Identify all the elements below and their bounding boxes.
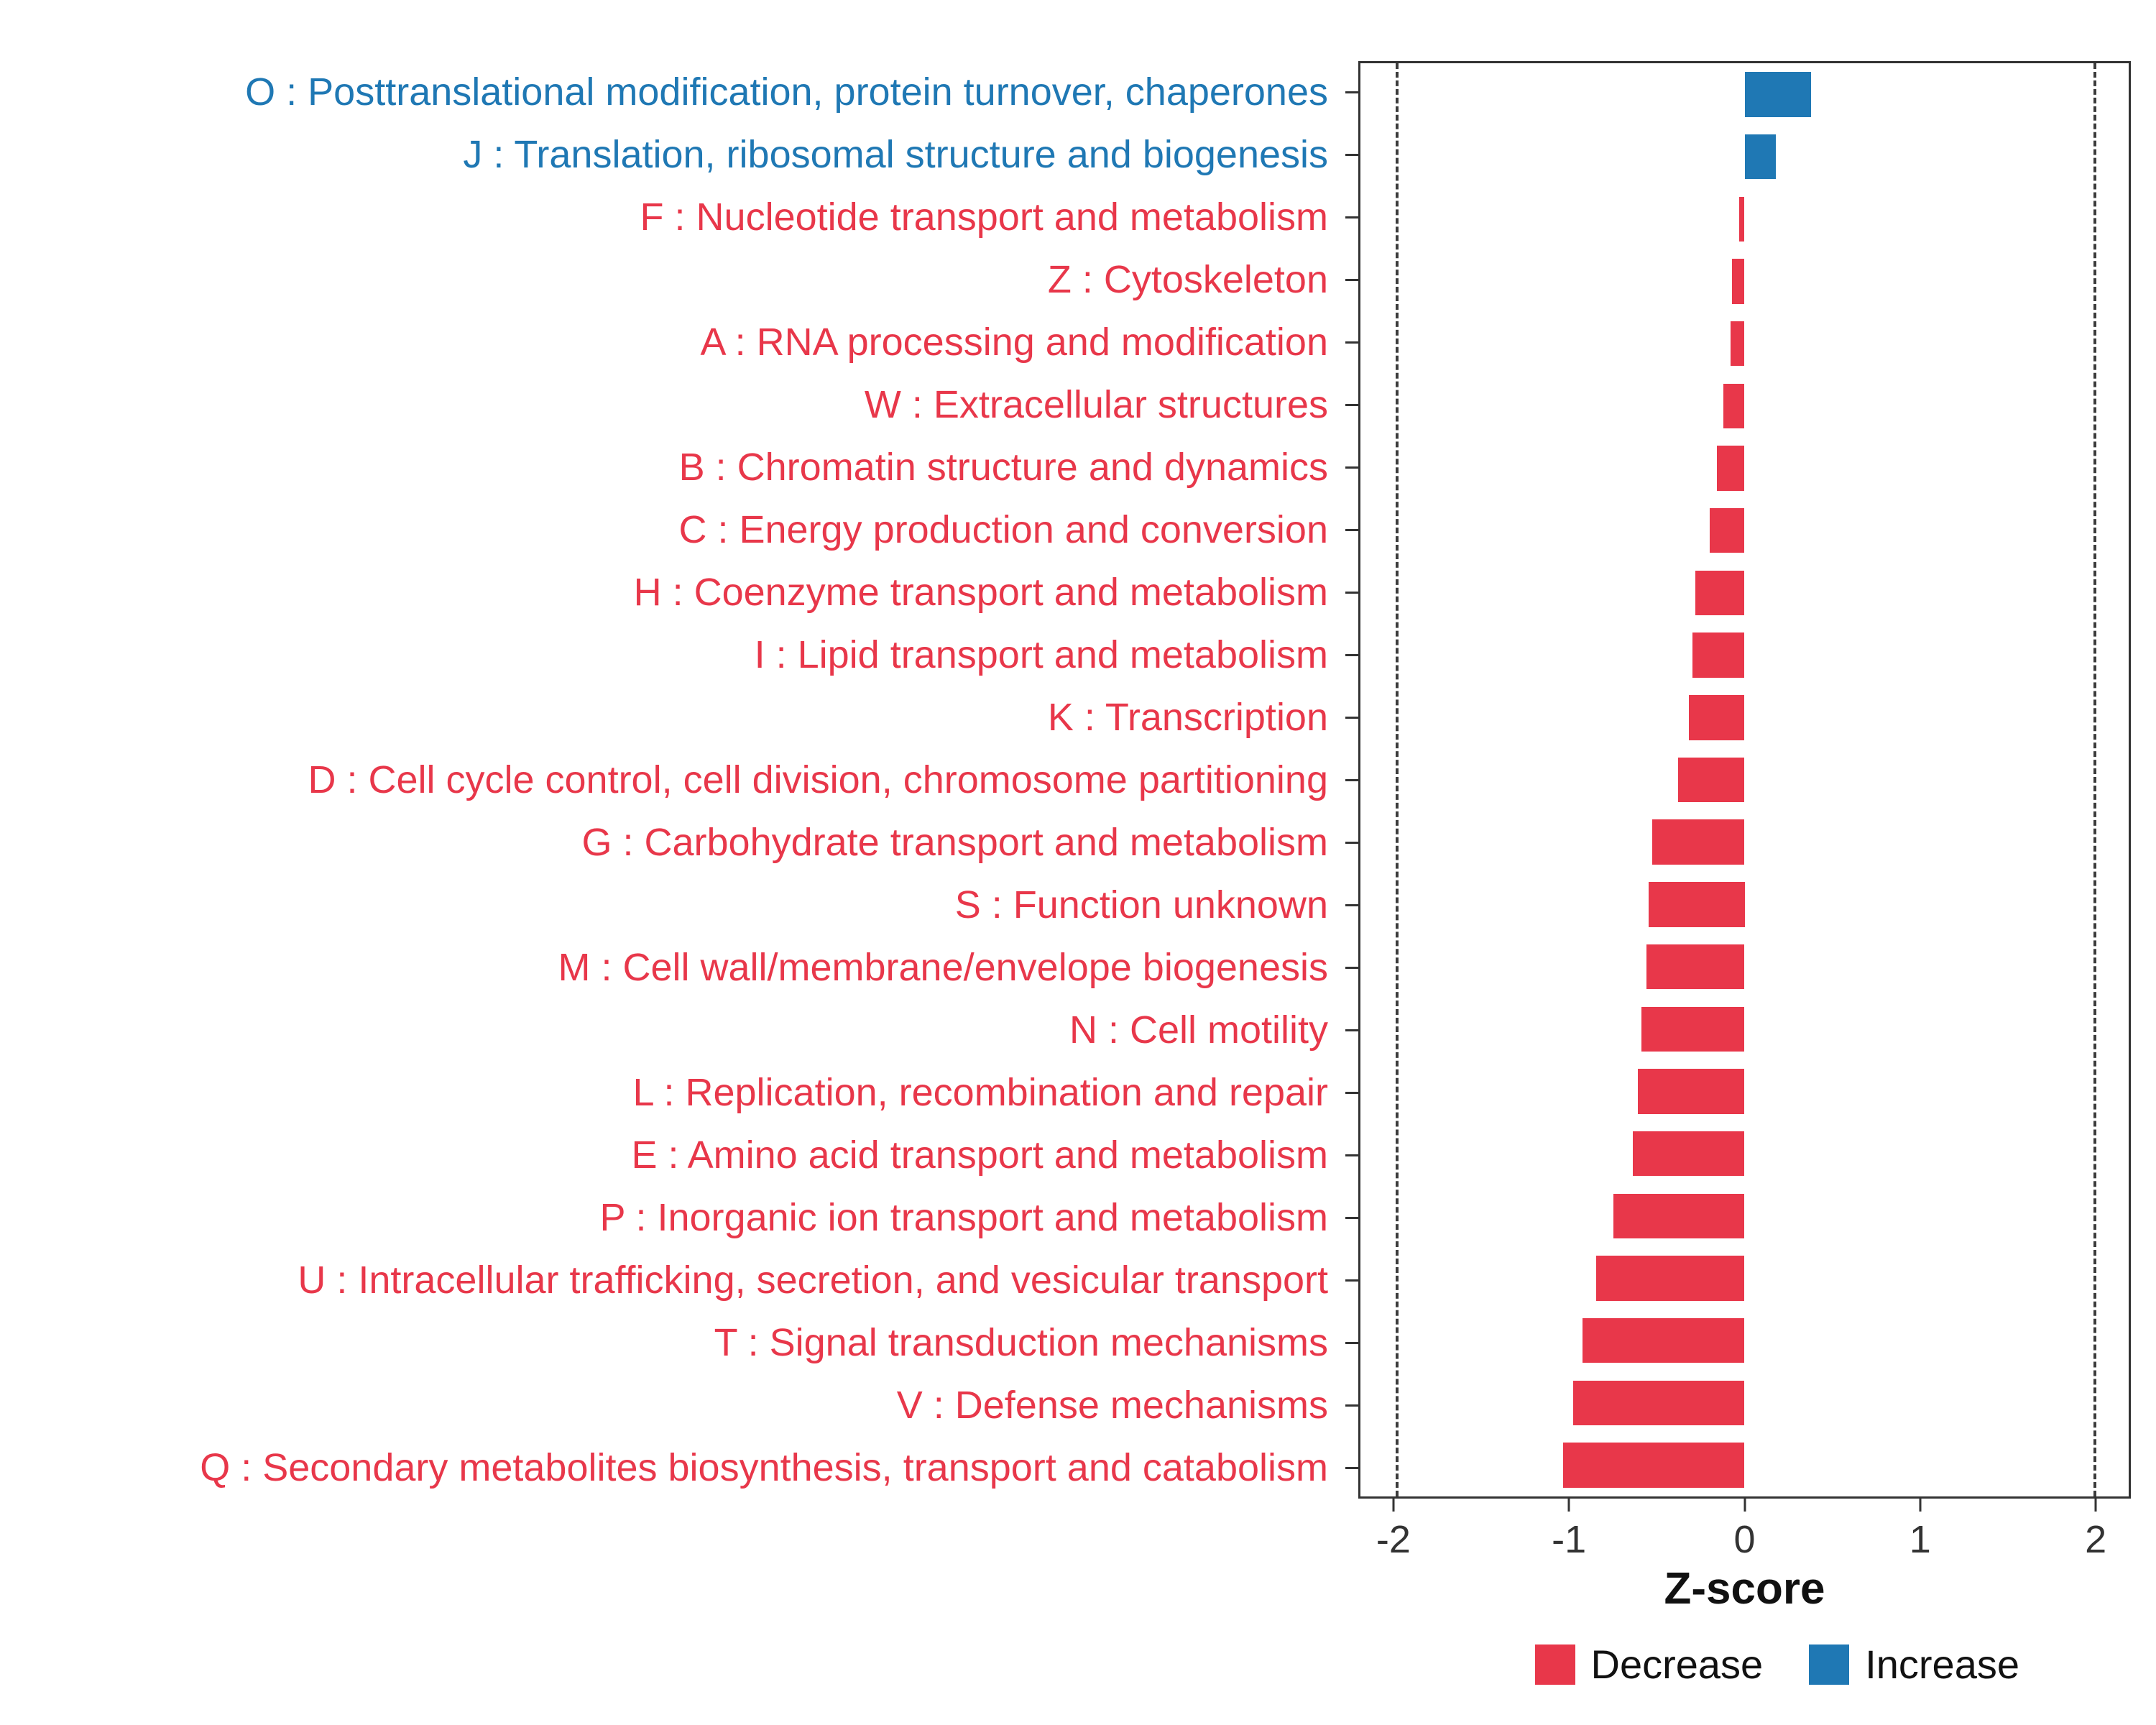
- legend-item-increase: Increase: [1809, 1644, 2019, 1685]
- category-label: V : Defense mechanisms: [896, 1383, 1328, 1427]
- y-axis-category-labels: O : Posttranslational modification, prot…: [7, 61, 1338, 1499]
- y-tick-mark: [1345, 779, 1358, 781]
- y-tick-mark: [1345, 903, 1358, 906]
- category-label: N : Cell motility: [1069, 1008, 1328, 1052]
- y-tick-mark: [1345, 592, 1358, 594]
- category-label: O : Posttranslational modification, prot…: [245, 70, 1328, 114]
- y-tick-mark: [1345, 466, 1358, 469]
- y-tick-mark: [1345, 1216, 1358, 1219]
- plot-panel: [1358, 61, 2131, 1499]
- category-label: F : Nucleotide transport and metabolism: [640, 196, 1328, 239]
- bar: [1744, 72, 1811, 117]
- bar: [1678, 757, 1745, 803]
- category-label: U : Intracellular trafficking, secretion…: [298, 1258, 1328, 1302]
- x-tick-mark: [1567, 1499, 1570, 1512]
- y-tick-mark: [1345, 341, 1358, 344]
- category-label: Q : Secondary metabolites biosynthesis, …: [200, 1445, 1328, 1489]
- legend-swatch-decrease: [1534, 1644, 1575, 1685]
- y-tick-mark: [1345, 1091, 1358, 1094]
- y-tick-mark: [1345, 1341, 1358, 1344]
- x-tick-mark: [1919, 1499, 1922, 1512]
- bar: [1709, 508, 1745, 553]
- reference-line: [2093, 63, 2097, 1496]
- bar: [1731, 321, 1745, 367]
- y-tick-mark: [1345, 841, 1358, 844]
- y-tick-mark: [1345, 966, 1358, 969]
- category-label: S : Function unknown: [954, 883, 1328, 926]
- bar: [1739, 196, 1745, 242]
- legend-swatch-increase: [1809, 1644, 1850, 1685]
- category-label: B : Chromatin structure and dynamics: [678, 446, 1328, 489]
- y-tick-mark: [1345, 1466, 1358, 1469]
- category-label: Z : Cytoskeleton: [1047, 258, 1328, 302]
- y-tick-mark: [1345, 1029, 1358, 1031]
- category-label: G : Carbohydrate transport and metabolis…: [581, 820, 1329, 864]
- y-tick-mark: [1345, 1154, 1358, 1156]
- x-tick-label: 1: [1909, 1518, 1931, 1561]
- category-label: K : Transcription: [1047, 696, 1328, 740]
- bar: [1582, 1318, 1745, 1363]
- x-tick-mark: [2094, 1499, 2097, 1512]
- bar: [1723, 383, 1745, 429]
- bar: [1638, 1069, 1745, 1114]
- category-label: D : Cell cycle control, cell division, c…: [308, 758, 1328, 801]
- category-label: E : Amino acid transport and metabolism: [631, 1133, 1328, 1177]
- x-tick-mark: [1392, 1499, 1395, 1512]
- category-label: C : Energy production and conversion: [678, 508, 1328, 552]
- category-label: M : Cell wall/membrane/envelope biogenes…: [558, 945, 1328, 989]
- bar: [1692, 632, 1745, 678]
- bar: [1613, 1193, 1745, 1239]
- x-tick-label: -2: [1376, 1518, 1411, 1561]
- bar: [1744, 134, 1777, 180]
- y-tick-mark: [1345, 1279, 1358, 1282]
- y-tick-mark: [1345, 529, 1358, 532]
- bar: [1648, 882, 1745, 927]
- legend-item-decrease: Decrease: [1534, 1642, 1764, 1687]
- bar: [1641, 1006, 1745, 1052]
- x-tick-label: 0: [1733, 1518, 1756, 1561]
- category-label: W : Extracellular structures: [864, 383, 1328, 427]
- category-label: J : Translation, ribosomal structure and…: [463, 133, 1328, 177]
- legend-label: Decrease: [1590, 1642, 1764, 1687]
- x-tick-mark: [1743, 1499, 1746, 1512]
- category-label: T : Signal transduction mechanisms: [714, 1320, 1328, 1364]
- x-axis-title: Z-score: [1664, 1564, 1825, 1614]
- y-axis-tick-marks: [1345, 61, 1358, 1499]
- bar: [1651, 819, 1745, 865]
- bar: [1573, 1380, 1745, 1426]
- y-tick-mark: [1345, 404, 1358, 407]
- bar: [1732, 259, 1745, 304]
- bar: [1716, 446, 1745, 491]
- y-tick-mark: [1345, 216, 1358, 219]
- y-tick-mark: [1345, 91, 1358, 94]
- legend: Decrease Increase: [1534, 1642, 2019, 1687]
- bar: [1633, 1131, 1745, 1177]
- bar: [1646, 944, 1745, 990]
- y-tick-mark: [1345, 279, 1358, 282]
- x-tick-label: -1: [1552, 1518, 1587, 1561]
- reference-line: [1395, 63, 1399, 1496]
- y-tick-mark: [1345, 1404, 1358, 1407]
- category-label: L : Replication, recombination and repai…: [632, 1070, 1328, 1114]
- y-tick-mark: [1345, 717, 1358, 719]
- bar: [1595, 1256, 1745, 1301]
- legend-label: Increase: [1865, 1642, 2019, 1687]
- y-tick-mark: [1345, 154, 1358, 157]
- category-label: P : Inorganic ion transport and metaboli…: [599, 1195, 1328, 1239]
- category-label: A : RNA processing and modification: [700, 321, 1328, 364]
- category-label: H : Coenzyme transport and metabolism: [633, 571, 1328, 615]
- y-tick-mark: [1345, 654, 1358, 657]
- x-axis: -2 -1 0 1 2: [1358, 1499, 2131, 1592]
- bar: [1562, 1443, 1745, 1488]
- x-tick-label: 2: [2085, 1518, 2107, 1561]
- category-label: I : Lipid transport and metabolism: [754, 633, 1328, 677]
- bar: [1695, 570, 1745, 616]
- bar: [1688, 695, 1745, 740]
